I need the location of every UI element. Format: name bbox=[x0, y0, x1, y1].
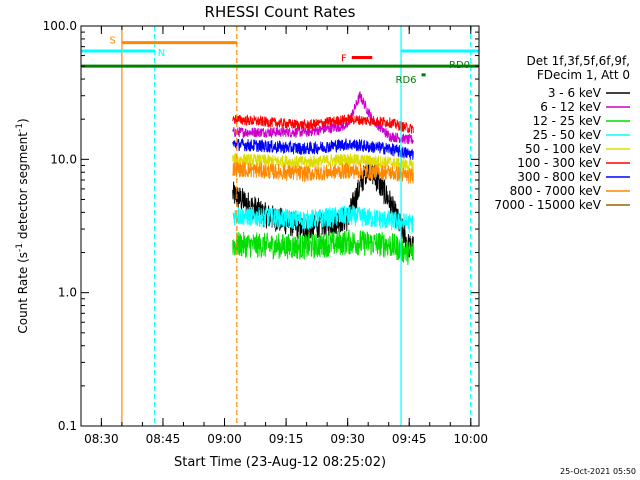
x-tick-label: 08:30 bbox=[84, 432, 119, 446]
legend-header-line-1: Det 1f,3f,5f,6f,9f, bbox=[526, 54, 630, 68]
x-axis-label: Start Time (23-Aug-12 08:25:02) bbox=[174, 455, 386, 470]
series-line-50-100kev bbox=[232, 153, 414, 172]
annotation-label-rd0: RD0 bbox=[449, 60, 470, 71]
x-tick-label: 09:15 bbox=[269, 432, 304, 446]
series-line-6-12kev bbox=[232, 91, 414, 145]
y-tick-label: 10.0 bbox=[50, 152, 77, 166]
legend-label: 50 - 100 keV bbox=[525, 142, 602, 156]
legend-label: 300 - 800 keV bbox=[517, 170, 601, 184]
legend-label: 12 - 25 keV bbox=[533, 114, 602, 128]
legend-label: 100 - 300 keV bbox=[517, 156, 601, 170]
tick-layer: 08:30 08:45 09:00 09:15 09:30 09:45 10:00 0.1 1.… bbox=[43, 19, 488, 446]
series-layer bbox=[232, 91, 414, 266]
legend-header-line-2: FDecim 1, Att 0 bbox=[537, 68, 630, 82]
annotation-label-n: N bbox=[158, 48, 165, 59]
x-tick-label: 09:00 bbox=[207, 432, 242, 446]
y-tick-label: 1.0 bbox=[58, 286, 77, 300]
legend-label: 7000 - 15000 keV bbox=[494, 198, 601, 212]
series-line-12-25kev bbox=[232, 229, 414, 266]
series-line-100-300kev bbox=[232, 113, 414, 134]
legend-label: 800 - 7000 keV bbox=[510, 184, 602, 198]
x-tick-label: 10:00 bbox=[453, 432, 488, 446]
plot-frame bbox=[80, 25, 480, 427]
annotation-layer: S N F RD0 RD6 bbox=[81, 26, 479, 426]
series-line-25-50kev bbox=[232, 204, 414, 234]
series-line-300-800kev bbox=[232, 137, 414, 160]
series-line-800-7000kev bbox=[232, 161, 414, 184]
y-axis-label: Count Rate (s-1 detector segment-1) bbox=[15, 118, 30, 333]
annotation-label-rd6: RD6 bbox=[396, 75, 417, 86]
y-tick-label: 100.0 bbox=[43, 19, 77, 33]
annotation-label-f: F bbox=[341, 54, 347, 65]
legend-label: 6 - 12 keV bbox=[540, 100, 602, 114]
legend-label: 25 - 50 keV bbox=[533, 128, 602, 142]
timestamp-label: 25-Oct-2021 05:50 bbox=[560, 467, 636, 476]
x-tick-label: 08:45 bbox=[146, 432, 181, 446]
annotation-label-s: S bbox=[110, 36, 116, 47]
chart-title: RHESSI Count Rates bbox=[205, 3, 356, 21]
y-tick-label: 0.1 bbox=[58, 419, 77, 433]
legend-label: 3 - 6 keV bbox=[548, 86, 602, 100]
legend: Det 1f,3f,5f,6f,9f, FDecim 1, Att 0 3 - … bbox=[494, 54, 630, 212]
x-tick-label: 09:45 bbox=[392, 432, 427, 446]
x-tick-label: 09:30 bbox=[330, 432, 365, 446]
